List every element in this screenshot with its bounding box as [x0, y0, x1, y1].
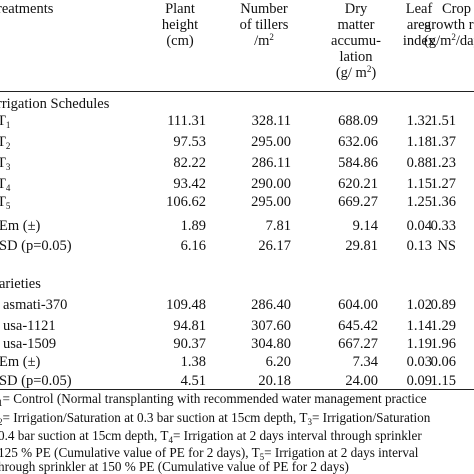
footnote-line: 2= Irrigation/Saturation at 0.3 bar suct…: [0, 410, 431, 427]
cell-dry-matter: 632.06: [338, 134, 378, 150]
cell-tillers: 328.11: [251, 113, 291, 129]
cell-dry-matter: 24.00: [345, 373, 378, 389]
cell-lai: 0.09: [406, 373, 432, 389]
row-label: T1: [0, 113, 11, 130]
cell-lai: 1.25: [406, 194, 432, 210]
cell-tillers: 295.00: [251, 134, 291, 150]
cell-dry-matter: 688.09: [338, 113, 378, 129]
cell-plant-height: 109.48: [166, 297, 206, 313]
cell-plant-height: 6.16: [180, 238, 206, 254]
cell-plant-height: 111.31: [167, 113, 206, 129]
cell-lai: 1.19: [406, 336, 432, 352]
cell-lai: 0.03: [406, 354, 432, 370]
row-label: Em (±): [0, 218, 41, 234]
cell-lai: 1.32: [406, 113, 432, 129]
cell-cgr: 1.51: [430, 113, 456, 129]
row-label: usa-1121: [3, 318, 56, 334]
footnote-line: 125 % PE (Cumulative value of PE for 2 d…: [0, 445, 419, 462]
cell-cgr: 0.33: [430, 218, 456, 234]
cell-plant-height: 4.51: [180, 373, 206, 389]
cell-cgr: 1.27: [430, 176, 456, 192]
row-label: asmati-370: [3, 297, 68, 313]
cell-plant-height: 106.62: [166, 194, 206, 210]
cell-tillers: 290.00: [251, 176, 291, 192]
section-varieties: arieties: [0, 276, 41, 292]
footnote-line: 0.4 bar suction at 15cm depth, T4= Irrig…: [0, 428, 422, 445]
cell-tillers: 295.00: [251, 194, 291, 210]
header-number-of-tillers: Number of tillers /m2: [239, 1, 289, 49]
cell-dry-matter: 9.14: [352, 218, 378, 234]
cell-plant-height: 1.38: [180, 354, 206, 370]
cell-dry-matter: 29.81: [345, 238, 378, 254]
header-crop-growth-rate: Crop growth rat (g/m2/day: [424, 1, 474, 49]
cell-tillers: 20.18: [258, 373, 291, 389]
cell-cgr: 0.06: [430, 354, 456, 370]
cell-dry-matter: 604.00: [338, 297, 378, 313]
header-bottom-rule: [0, 91, 474, 92]
footnote-line: 1= Control (Normal transplanting with re…: [0, 391, 427, 408]
cell-cgr: 1.15: [430, 373, 456, 389]
cell-plant-height: 90.37: [173, 336, 206, 352]
header-treatments: reatments: [0, 1, 54, 17]
row-label: SD (p=0.05): [0, 238, 72, 254]
cell-plant-height: 94.81: [173, 318, 206, 334]
cell-plant-height: 1.89: [180, 218, 206, 234]
cell-lai: 1.15: [406, 176, 432, 192]
header-plant-height: Plant height (cm): [161, 1, 199, 49]
cell-plant-height: 82.22: [173, 155, 206, 171]
table-bottom-rule: [0, 389, 474, 390]
cell-cgr: 1.23: [430, 155, 456, 171]
cell-lai: 0.88: [406, 155, 432, 171]
row-label: SD (p=0.05): [0, 373, 72, 389]
row-label: usa-1509: [3, 336, 57, 352]
row-label: Em (±): [0, 354, 41, 370]
cell-cgr: 1.96: [430, 336, 456, 352]
cell-lai: 0.04: [406, 218, 432, 234]
row-label: T4: [0, 176, 11, 193]
cell-tillers: 7.81: [265, 218, 291, 234]
cell-tillers: 286.40: [251, 297, 291, 313]
cell-tillers: 307.60: [251, 318, 291, 334]
cell-dry-matter: 667.27: [338, 336, 378, 352]
cell-cgr: 0.89: [430, 297, 456, 313]
cell-dry-matter: 645.42: [338, 318, 378, 334]
cell-dry-matter: 620.21: [338, 176, 378, 192]
cell-lai: 0.13: [406, 238, 432, 254]
cell-plant-height: 93.42: [173, 176, 206, 192]
footnote-line: hrough sprinkler at 150 % PE (Cumulative…: [0, 459, 349, 474]
cell-lai: 1.14: [406, 318, 432, 334]
cell-cgr: 1.37: [430, 134, 456, 150]
cell-tillers: 26.17: [258, 238, 291, 254]
section-irrigation-schedules: rrigation Schedules: [0, 96, 110, 112]
row-label: T2: [0, 134, 11, 151]
cell-cgr: NS: [437, 238, 456, 254]
cell-dry-matter: 584.86: [338, 155, 378, 171]
cell-plant-height: 97.53: [173, 134, 206, 150]
cell-lai: 1.18: [406, 134, 432, 150]
header-leaf-area-index: Leaf area index: [402, 1, 436, 49]
cell-lai: 1.02: [406, 297, 432, 313]
cell-dry-matter: 7.34: [352, 354, 378, 370]
cell-cgr: 1.36: [430, 194, 456, 210]
cell-dry-matter: 669.27: [338, 194, 378, 210]
cell-tillers: 304.80: [251, 336, 291, 352]
header-dry-matter: Dry matter accumu- lation (g/ m2): [331, 1, 381, 81]
row-label: T3: [0, 155, 11, 172]
cell-cgr: 1.29: [430, 318, 456, 334]
cell-tillers: 286.11: [251, 155, 291, 171]
row-label: T5: [0, 194, 11, 211]
cell-tillers: 6.20: [265, 354, 291, 370]
